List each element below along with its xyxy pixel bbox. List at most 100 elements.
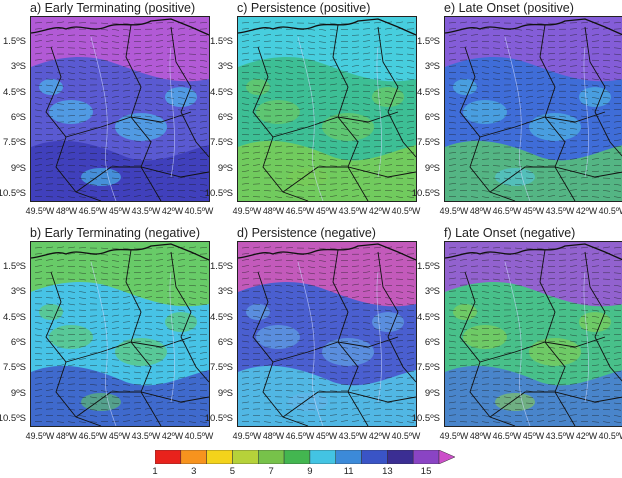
wind-arrow <box>395 72 404 74</box>
wind-arrow <box>470 78 479 81</box>
river <box>297 261 324 426</box>
wind-arrow <box>78 171 87 173</box>
wind-arrow <box>525 134 534 136</box>
wind-arrow <box>569 290 578 292</box>
wind-arrow <box>492 120 501 123</box>
wind-arrow <box>525 71 534 73</box>
wind-arrow <box>133 296 142 298</box>
wind-arrow <box>558 359 567 361</box>
wind-arrow <box>536 71 545 73</box>
wind-arrow <box>514 272 523 275</box>
wind-arrow <box>318 247 327 250</box>
field-patch <box>463 325 507 349</box>
wind-arrow <box>78 108 87 111</box>
wind-arrow <box>199 126 208 129</box>
colorbar-segment <box>283 450 311 464</box>
wind-arrow <box>329 22 338 25</box>
wind-arrow <box>122 346 131 348</box>
x-tick-label: 45ºW <box>522 206 545 216</box>
wind-arrow <box>144 170 153 173</box>
wind-arrow <box>536 359 545 361</box>
wind-arrow <box>329 28 338 31</box>
wind-arrow <box>481 121 490 123</box>
wind-arrow <box>373 395 382 398</box>
wind-arrow <box>351 277 360 280</box>
wind-arrow <box>155 28 164 30</box>
wind-arrow <box>78 358 87 360</box>
wind-arrow <box>177 259 186 261</box>
wind-arrow <box>241 271 250 274</box>
wind-arrow <box>111 28 120 31</box>
wind-arrow <box>459 246 468 249</box>
wind-arrow <box>285 358 294 360</box>
wind-arrow <box>481 346 490 348</box>
wind-arrow <box>100 90 109 92</box>
wind-arrow <box>78 345 87 348</box>
wind-arrow <box>89 120 98 123</box>
wind-arrow <box>503 183 512 186</box>
wind-arrow <box>166 346 175 349</box>
wind-arrow <box>122 165 131 167</box>
wind-arrow <box>373 376 382 379</box>
wind-arrow <box>406 72 415 74</box>
wind-arrow <box>362 334 371 337</box>
wind-arrow <box>252 139 261 142</box>
panel-title: b) Early Terminating (negative) <box>30 226 200 240</box>
wind-arrow <box>296 114 305 117</box>
wind-arrow <box>547 195 556 197</box>
wind-arrow <box>536 308 545 311</box>
wind-arrow <box>395 196 404 198</box>
x-tick-label: 42ºW <box>161 206 184 216</box>
wind-arrow <box>78 66 87 68</box>
wind-arrow <box>166 252 175 255</box>
wind-arrow <box>122 253 131 256</box>
wind-arrow <box>373 115 382 118</box>
state-border <box>282 391 416 418</box>
wind-arrow <box>34 183 43 185</box>
wind-arrow <box>199 145 208 148</box>
wind-arrow <box>470 352 479 354</box>
wind-arrow <box>384 145 393 148</box>
wind-arrow <box>56 72 65 74</box>
wind-arrow <box>329 189 338 191</box>
wind-arrow <box>329 365 338 368</box>
wind-arrow <box>351 128 360 130</box>
wind-arrow <box>329 321 338 323</box>
x-tick-label: 43.5ºW <box>131 431 161 441</box>
wind-arrow <box>144 359 153 361</box>
wind-arrow <box>34 121 43 124</box>
x-tick-label: 40.5ºW <box>184 431 214 441</box>
wind-arrow <box>318 28 327 31</box>
wind-arrow <box>602 72 611 74</box>
wind-arrow <box>285 47 294 49</box>
wind-arrow <box>318 253 327 256</box>
wind-arrow <box>122 384 131 386</box>
wind-arrow <box>133 402 142 404</box>
x-tick-label: 40.5ºW <box>184 206 214 216</box>
wind-arrow <box>296 402 305 405</box>
wind-arrow <box>78 59 87 62</box>
wind-arrow <box>89 327 98 329</box>
wind-arrow <box>492 371 501 373</box>
map-svg <box>238 242 416 426</box>
wind-arrow <box>448 353 457 355</box>
wind-arrow <box>340 58 349 61</box>
wind-arrow <box>307 35 316 37</box>
wind-arrow <box>558 121 567 124</box>
wind-arrow <box>547 177 556 179</box>
wind-arrow <box>188 408 197 411</box>
wind-arrow <box>89 396 98 399</box>
wind-arrow <box>340 28 349 31</box>
wind-arrow <box>547 302 556 305</box>
x-tick-label: 42ºW <box>575 206 598 216</box>
wind-arrow <box>133 65 142 67</box>
wind-arrow <box>351 346 360 349</box>
wind-arrow <box>459 315 468 318</box>
wind-arrow <box>580 145 589 148</box>
wind-arrow <box>591 303 600 306</box>
wind-arrow <box>188 352 197 354</box>
wind-arrow <box>166 46 175 49</box>
wind-arrow <box>166 322 175 324</box>
wind-arrow <box>263 90 272 93</box>
